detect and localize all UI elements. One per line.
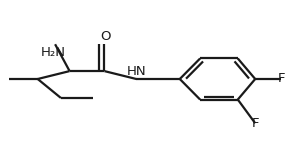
Text: H₂N: H₂N (41, 46, 66, 59)
Text: F: F (251, 117, 259, 130)
Text: F: F (278, 73, 285, 85)
Text: HN: HN (126, 65, 146, 78)
Text: O: O (101, 30, 111, 43)
